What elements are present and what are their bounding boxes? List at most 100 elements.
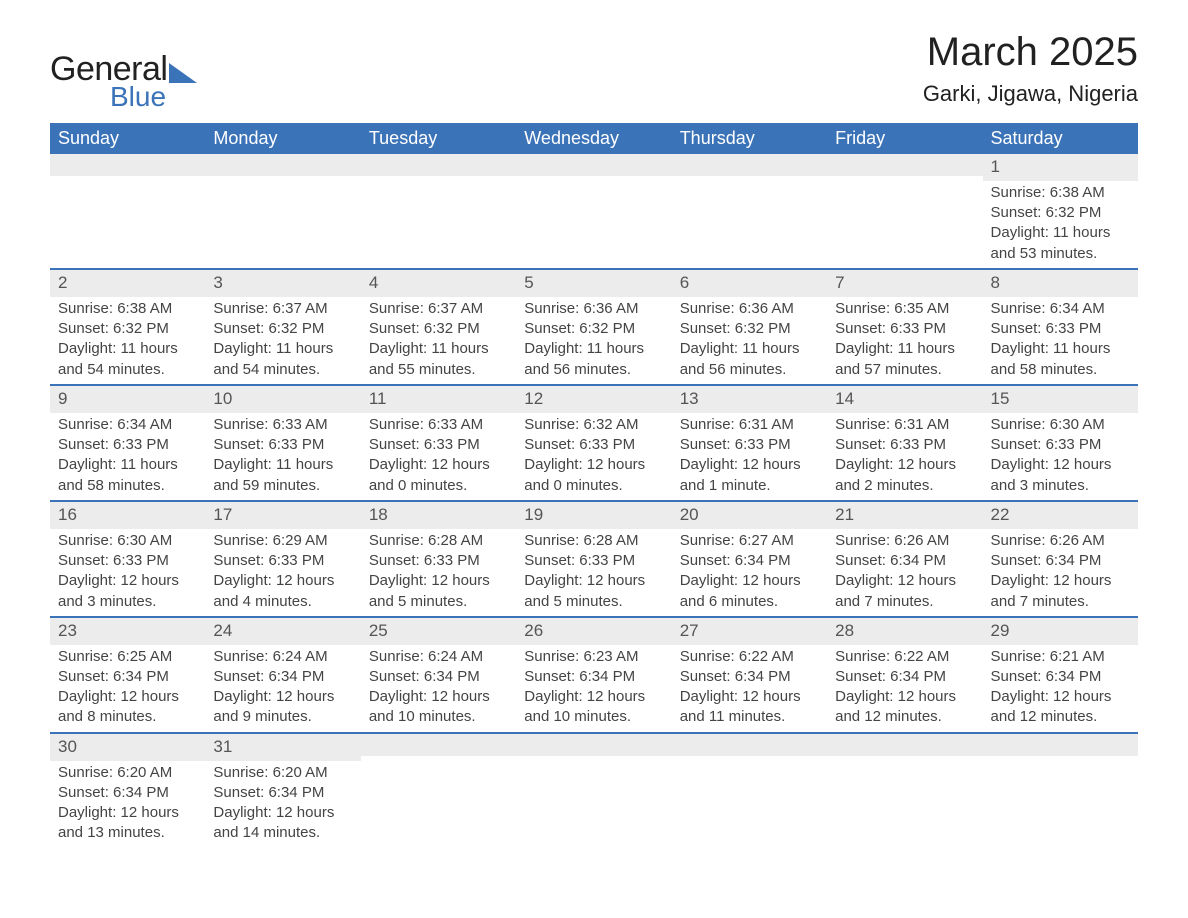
calendar-cell: 28Sunrise: 6:22 AMSunset: 6:34 PMDayligh…	[827, 617, 982, 733]
day-data-line: and 58 minutes.	[991, 360, 1130, 380]
calendar-cell	[827, 733, 982, 848]
day-data-line: Daylight: 12 hours	[991, 687, 1130, 707]
day-header-thu: Thursday	[672, 123, 827, 154]
day-data-line: Sunset: 6:33 PM	[991, 319, 1130, 339]
calendar-cell: 8Sunrise: 6:34 AMSunset: 6:33 PMDaylight…	[983, 269, 1138, 385]
day-number: 18	[361, 502, 516, 529]
day-data-line: and 10 minutes.	[524, 707, 663, 727]
day-data: Sunrise: 6:21 AMSunset: 6:34 PMDaylight:…	[983, 645, 1138, 732]
day-data: Sunrise: 6:37 AMSunset: 6:32 PMDaylight:…	[205, 297, 360, 384]
day-data-line: Daylight: 12 hours	[524, 687, 663, 707]
calendar-cell: 11Sunrise: 6:33 AMSunset: 6:33 PMDayligh…	[361, 385, 516, 501]
day-number	[361, 734, 516, 756]
day-data-line: and 54 minutes.	[213, 360, 352, 380]
day-data	[205, 176, 360, 196]
day-data: Sunrise: 6:33 AMSunset: 6:33 PMDaylight:…	[205, 413, 360, 500]
day-number: 10	[205, 386, 360, 413]
day-number	[983, 734, 1138, 756]
day-number: 7	[827, 270, 982, 297]
day-data-line: Sunrise: 6:22 AM	[680, 647, 819, 667]
day-data-line: Sunset: 6:33 PM	[213, 435, 352, 455]
day-data: Sunrise: 6:36 AMSunset: 6:32 PMDaylight:…	[672, 297, 827, 384]
day-data-line: Daylight: 12 hours	[369, 571, 508, 591]
calendar-cell	[516, 733, 671, 848]
day-data-line: Sunrise: 6:32 AM	[524, 415, 663, 435]
calendar-body: 1Sunrise: 6:38 AMSunset: 6:32 PMDaylight…	[50, 154, 1138, 848]
day-data-line: Sunset: 6:32 PM	[991, 203, 1130, 223]
day-data-line: Sunset: 6:32 PM	[369, 319, 508, 339]
calendar-week-row: 23Sunrise: 6:25 AMSunset: 6:34 PMDayligh…	[50, 617, 1138, 733]
day-number: 5	[516, 270, 671, 297]
day-data-line: Sunrise: 6:37 AM	[213, 299, 352, 319]
day-number: 23	[50, 618, 205, 645]
calendar-cell: 18Sunrise: 6:28 AMSunset: 6:33 PMDayligh…	[361, 501, 516, 617]
day-data-line: Sunrise: 6:27 AM	[680, 531, 819, 551]
day-data-line: Daylight: 11 hours	[991, 339, 1130, 359]
day-data	[827, 176, 982, 196]
day-data-line: Daylight: 12 hours	[524, 455, 663, 475]
day-number: 28	[827, 618, 982, 645]
day-data-line: and 10 minutes.	[369, 707, 508, 727]
day-data-line: and 6 minutes.	[680, 592, 819, 612]
day-data: Sunrise: 6:31 AMSunset: 6:33 PMDaylight:…	[827, 413, 982, 500]
day-data-line: and 14 minutes.	[213, 823, 352, 843]
day-data-line: Sunrise: 6:29 AM	[213, 531, 352, 551]
day-number: 22	[983, 502, 1138, 529]
day-header-sat: Saturday	[983, 123, 1138, 154]
calendar-cell: 20Sunrise: 6:27 AMSunset: 6:34 PMDayligh…	[672, 501, 827, 617]
calendar-cell: 16Sunrise: 6:30 AMSunset: 6:33 PMDayligh…	[50, 501, 205, 617]
logo-text-blue: Blue	[110, 81, 166, 113]
day-data-line: and 3 minutes.	[58, 592, 197, 612]
day-data-line: Sunset: 6:33 PM	[369, 435, 508, 455]
day-data: Sunrise: 6:34 AMSunset: 6:33 PMDaylight:…	[983, 297, 1138, 384]
day-data-line: Sunrise: 6:28 AM	[369, 531, 508, 551]
day-data-line: Sunrise: 6:36 AM	[524, 299, 663, 319]
day-number: 13	[672, 386, 827, 413]
day-data	[672, 756, 827, 776]
day-data: Sunrise: 6:26 AMSunset: 6:34 PMDaylight:…	[827, 529, 982, 616]
day-data-line: and 11 minutes.	[680, 707, 819, 727]
day-data-line: Sunset: 6:34 PM	[524, 667, 663, 687]
day-number: 21	[827, 502, 982, 529]
day-number: 27	[672, 618, 827, 645]
calendar-week-row: 2Sunrise: 6:38 AMSunset: 6:32 PMDaylight…	[50, 269, 1138, 385]
day-data-line: and 12 minutes.	[835, 707, 974, 727]
day-data-line: Sunrise: 6:33 AM	[213, 415, 352, 435]
day-data-line: Sunrise: 6:24 AM	[369, 647, 508, 667]
day-data-line: Sunset: 6:32 PM	[213, 319, 352, 339]
calendar-cell: 15Sunrise: 6:30 AMSunset: 6:33 PMDayligh…	[983, 385, 1138, 501]
day-data-line: Sunset: 6:33 PM	[58, 435, 197, 455]
calendar-week-row: 30Sunrise: 6:20 AMSunset: 6:34 PMDayligh…	[50, 733, 1138, 848]
calendar-cell: 21Sunrise: 6:26 AMSunset: 6:34 PMDayligh…	[827, 501, 982, 617]
day-number: 26	[516, 618, 671, 645]
day-data-line: Daylight: 12 hours	[58, 687, 197, 707]
day-data-line: and 9 minutes.	[213, 707, 352, 727]
month-title: March 2025	[923, 30, 1138, 75]
calendar-cell: 9Sunrise: 6:34 AMSunset: 6:33 PMDaylight…	[50, 385, 205, 501]
day-data: Sunrise: 6:36 AMSunset: 6:32 PMDaylight:…	[516, 297, 671, 384]
calendar-cell	[672, 733, 827, 848]
day-data-line: Sunset: 6:34 PM	[58, 667, 197, 687]
day-data-line: and 59 minutes.	[213, 476, 352, 496]
day-data-line: Sunset: 6:34 PM	[835, 667, 974, 687]
day-data-line: Sunrise: 6:20 AM	[58, 763, 197, 783]
day-data-line: Sunrise: 6:26 AM	[835, 531, 974, 551]
day-number: 11	[361, 386, 516, 413]
day-data-line: Sunset: 6:34 PM	[991, 667, 1130, 687]
day-data: Sunrise: 6:37 AMSunset: 6:32 PMDaylight:…	[361, 297, 516, 384]
day-number: 25	[361, 618, 516, 645]
day-data: Sunrise: 6:26 AMSunset: 6:34 PMDaylight:…	[983, 529, 1138, 616]
calendar-cell: 27Sunrise: 6:22 AMSunset: 6:34 PMDayligh…	[672, 617, 827, 733]
calendar-cell: 7Sunrise: 6:35 AMSunset: 6:33 PMDaylight…	[827, 269, 982, 385]
logo-triangle-icon	[169, 63, 197, 83]
calendar-cell	[50, 154, 205, 269]
day-number: 29	[983, 618, 1138, 645]
day-data-line: and 12 minutes.	[991, 707, 1130, 727]
day-header-wed: Wednesday	[516, 123, 671, 154]
day-data-line: Sunrise: 6:37 AM	[369, 299, 508, 319]
day-data	[361, 176, 516, 196]
day-number: 15	[983, 386, 1138, 413]
day-data-line: Sunrise: 6:38 AM	[58, 299, 197, 319]
day-data-line: Sunrise: 6:36 AM	[680, 299, 819, 319]
day-number: 24	[205, 618, 360, 645]
